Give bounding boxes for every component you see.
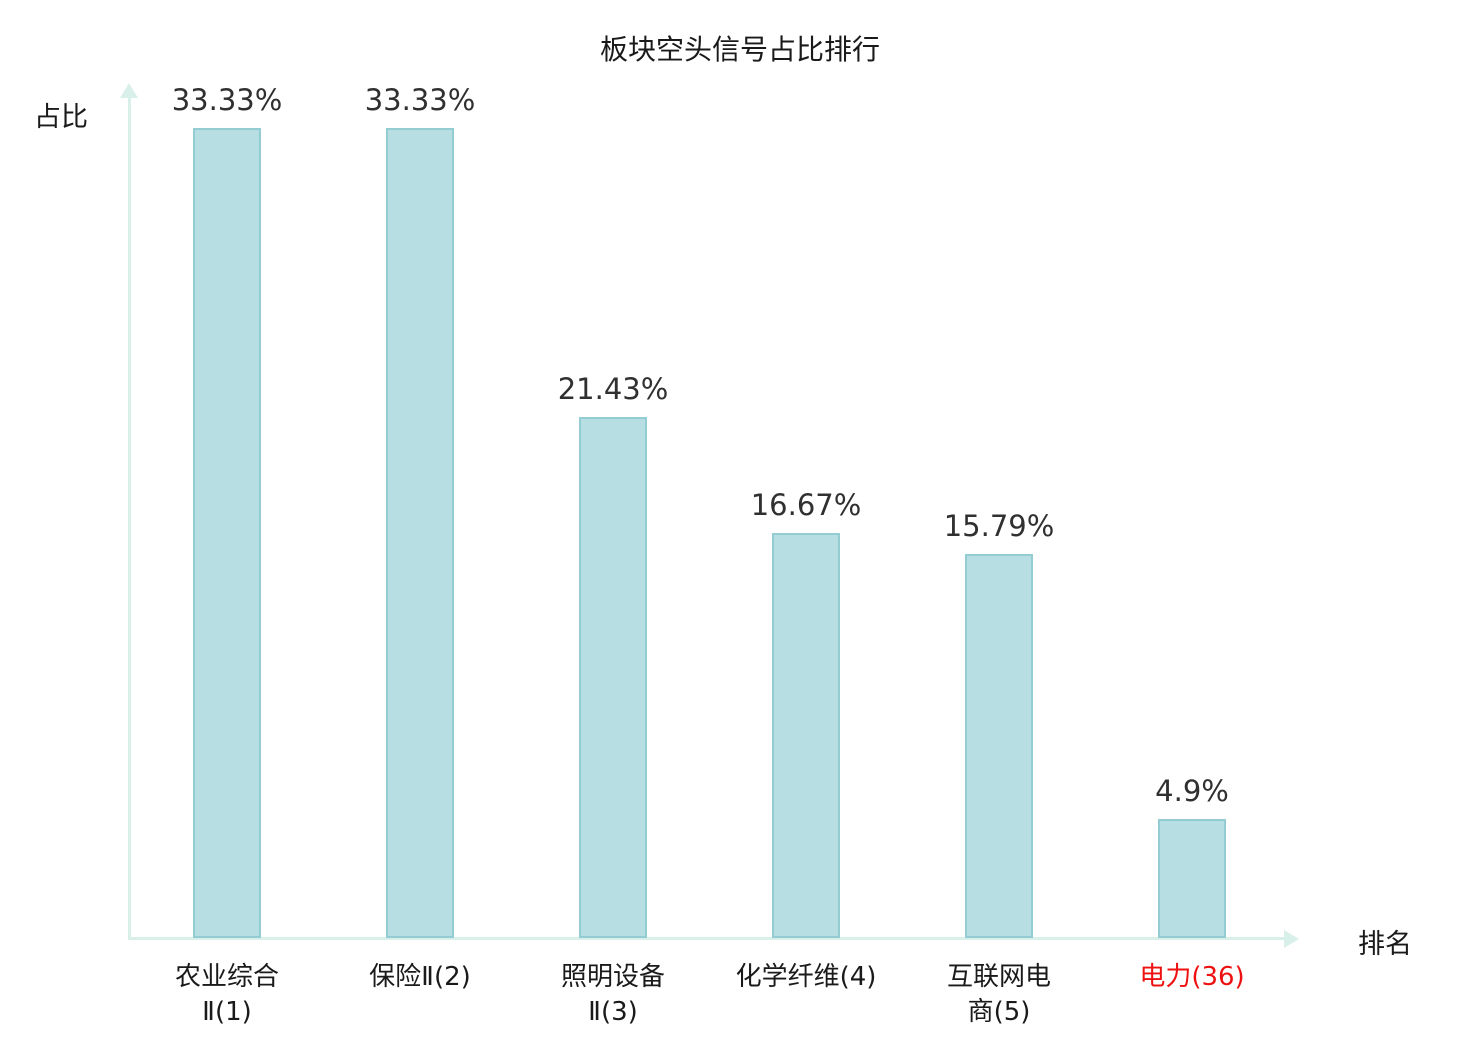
x-tick-label: 照明设备 Ⅱ(3) xyxy=(560,962,665,1028)
bar-value-label: 15.79% xyxy=(943,509,1055,543)
y-axis-label: 占比 xyxy=(34,102,88,133)
y-axis-arrow-icon xyxy=(120,83,138,98)
bar xyxy=(1158,819,1226,938)
bar-value-label: 21.43% xyxy=(557,372,669,406)
bar xyxy=(579,417,647,938)
bar xyxy=(193,128,261,938)
bar xyxy=(965,554,1033,938)
x-tick-label: 电力(36) xyxy=(1139,962,1245,992)
x-tick-label: 保险Ⅱ(2) xyxy=(369,962,471,992)
x-tick-label: 化学纤维(4) xyxy=(735,962,877,992)
bar xyxy=(772,533,840,938)
chart-title: 板块空头信号占比排行 xyxy=(599,33,880,66)
x-axis-arrow-icon xyxy=(1284,930,1299,948)
x-tick-label: 互联网电 商(5) xyxy=(946,962,1051,1028)
x-axis-line xyxy=(128,937,1286,940)
bar xyxy=(386,128,454,938)
bar-value-label: 33.33% xyxy=(171,83,283,117)
x-tick-label: 农业综合 Ⅱ(1) xyxy=(174,962,279,1028)
bar-value-label: 16.67% xyxy=(750,488,862,522)
y-axis-line xyxy=(128,96,131,940)
bar-value-label: 4.9% xyxy=(1155,774,1229,808)
bar-value-label: 33.33% xyxy=(364,83,476,117)
x-axis-label: 排名 xyxy=(1358,929,1412,960)
